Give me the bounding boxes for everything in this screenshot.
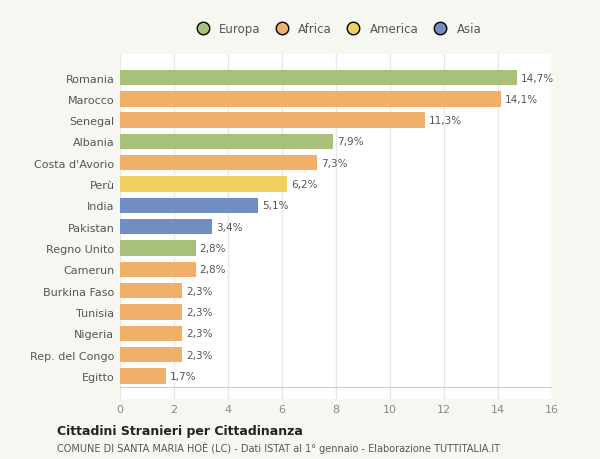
Text: 7,9%: 7,9% bbox=[337, 137, 364, 147]
Bar bbox=[120, 92, 500, 107]
Text: 6,2%: 6,2% bbox=[292, 179, 318, 190]
Text: COMUNE DI SANTA MARIA HOÈ (LC) - Dati ISTAT al 1° gennaio - Elaborazione TUTTITA: COMUNE DI SANTA MARIA HOÈ (LC) - Dati IS… bbox=[57, 441, 500, 453]
Bar bbox=[120, 241, 196, 256]
Bar bbox=[120, 113, 425, 129]
Bar bbox=[120, 177, 287, 192]
Legend: Europa, Africa, America, Asia: Europa, Africa, America, Asia bbox=[187, 20, 485, 39]
Bar bbox=[120, 156, 317, 171]
Text: 2,8%: 2,8% bbox=[200, 265, 226, 275]
Bar bbox=[120, 198, 258, 213]
Text: 5,1%: 5,1% bbox=[262, 201, 288, 211]
Bar bbox=[120, 326, 182, 341]
Text: 1,7%: 1,7% bbox=[170, 371, 196, 381]
Text: 2,3%: 2,3% bbox=[186, 329, 212, 338]
Text: 2,3%: 2,3% bbox=[186, 307, 212, 317]
Bar bbox=[120, 283, 182, 299]
Bar bbox=[120, 262, 196, 277]
Text: Cittadini Stranieri per Cittadinanza: Cittadini Stranieri per Cittadinanza bbox=[57, 424, 303, 437]
Text: 2,3%: 2,3% bbox=[186, 286, 212, 296]
Text: 2,3%: 2,3% bbox=[186, 350, 212, 360]
Text: 14,1%: 14,1% bbox=[505, 95, 538, 105]
Bar bbox=[120, 347, 182, 363]
Text: 11,3%: 11,3% bbox=[429, 116, 462, 126]
Bar bbox=[120, 71, 517, 86]
Text: 14,7%: 14,7% bbox=[521, 73, 554, 84]
Bar bbox=[120, 134, 334, 150]
Bar bbox=[120, 219, 212, 235]
Text: 2,8%: 2,8% bbox=[200, 243, 226, 253]
Text: 7,3%: 7,3% bbox=[321, 158, 347, 168]
Bar bbox=[120, 369, 166, 384]
Bar bbox=[120, 305, 182, 320]
Text: 3,4%: 3,4% bbox=[216, 222, 242, 232]
